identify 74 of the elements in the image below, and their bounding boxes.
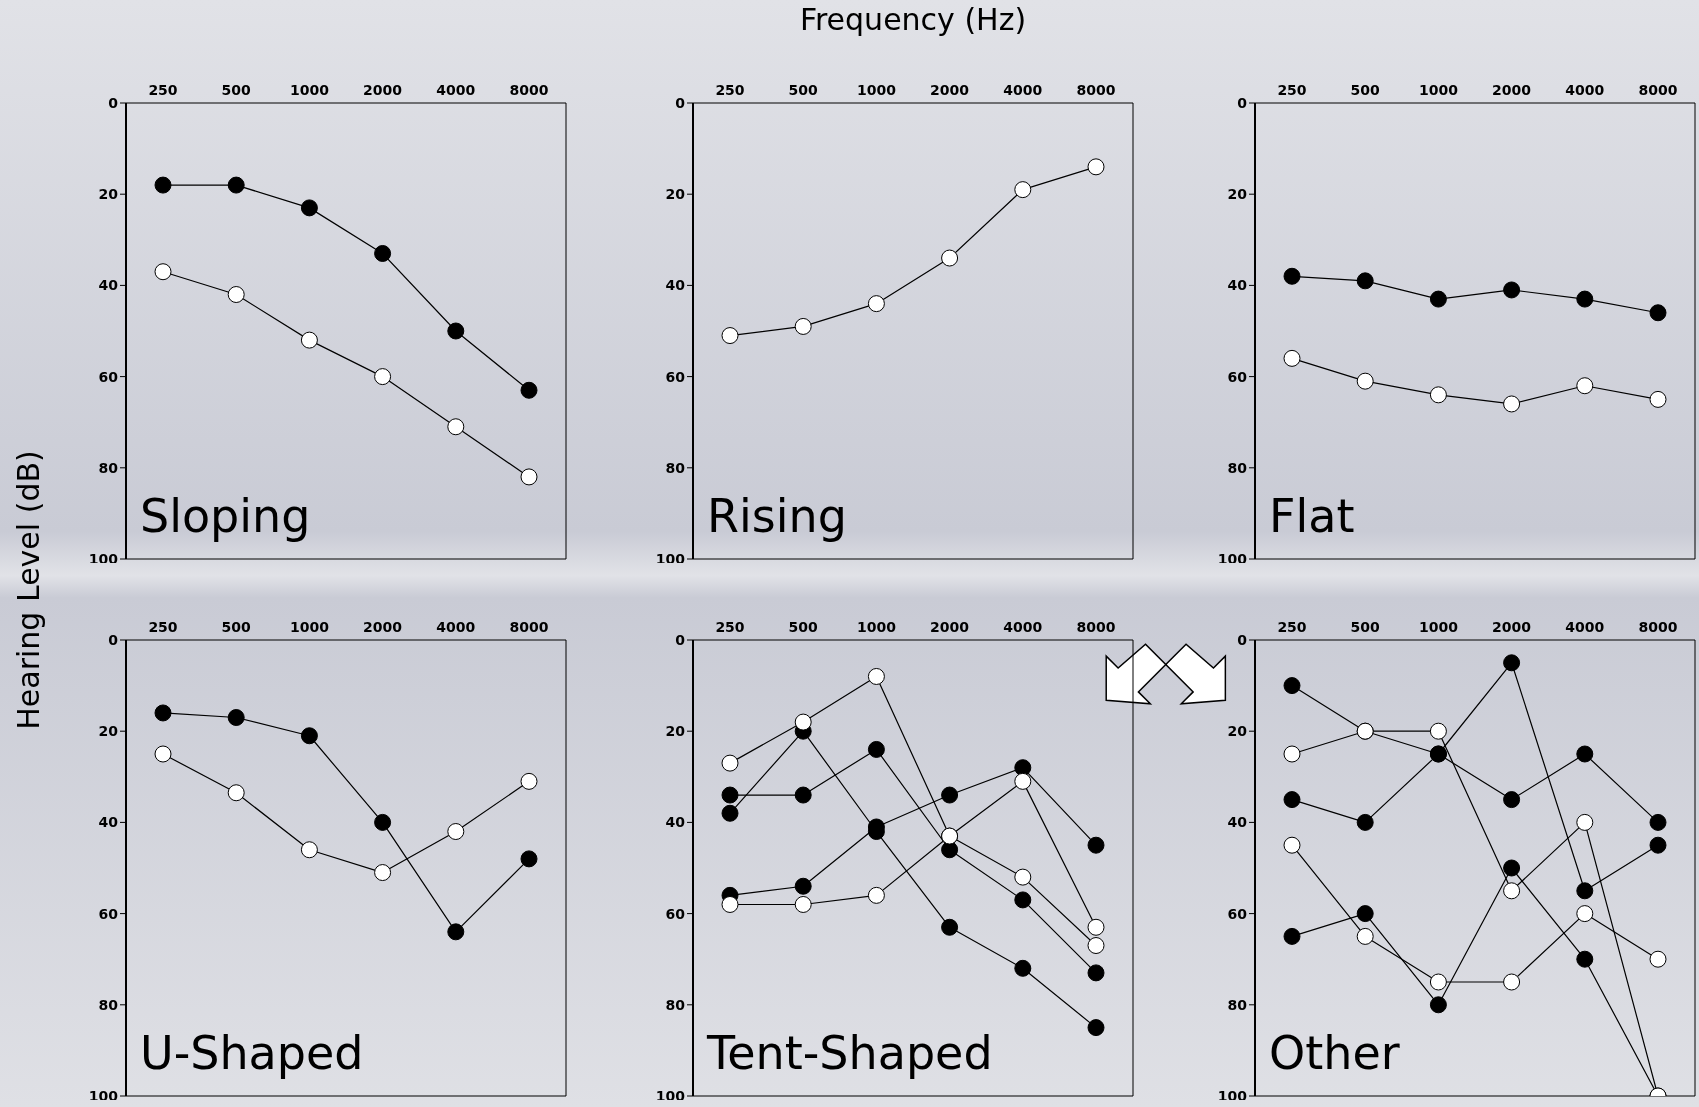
x-tick-label: 8000 [509,82,549,98]
x-tick-label: 500 [221,82,252,98]
x-tick-label: 4000 [1003,82,1043,98]
y-tick-label: 40 [665,814,686,831]
x-tick-label: 500 [221,619,252,635]
x-tick-label: 500 [1350,82,1381,98]
x-tick-label: 250 [1277,619,1307,635]
x-tick-label: 1000 [289,619,330,635]
x-tick-label: 250 [148,619,178,635]
y-tick-label: 40 [665,277,686,294]
x-tick-label: 4000 [1565,82,1605,98]
y-tick-label: 80 [98,459,119,476]
y-tick-label: 0 [108,631,119,648]
x-tick-label: 4000 [1565,619,1605,635]
x-tick-label: 2000 [363,619,403,635]
y-tick-label: 60 [98,905,119,922]
x-tick-label: 250 [1277,82,1307,98]
x-tick-label: 1000 [856,619,897,635]
x-tick-label: 2000 [930,619,970,635]
annotation: U-Shaped [140,1026,364,1080]
x-tick-label: 250 [715,82,745,98]
y-tick-label: 60 [98,368,119,385]
y-tick-label: 80 [665,459,686,476]
x-tick-label: 500 [788,82,819,98]
x-tick-label: 8000 [1638,82,1678,98]
x-tick-label: 1000 [856,82,897,98]
y-tick-label: 0 [1237,631,1248,648]
y-tick-label: 80 [1227,459,1248,476]
y-tick-label: 20 [665,723,686,740]
annotation: Sloping [140,489,311,543]
y-tick-label: 40 [98,814,119,831]
x-tick-label: 4000 [436,619,476,635]
y-tick-label: 20 [1227,723,1248,740]
y-tick-label: 60 [665,905,686,922]
x-tick-label: 4000 [436,82,476,98]
y-tick-label: 20 [98,723,119,740]
x-tick-label: 8000 [1076,82,1116,98]
y-tick-label: 0 [675,94,686,111]
x-tick-label: 500 [1350,619,1381,635]
y-tick-label: 20 [665,186,686,203]
y-tick-label: 80 [665,996,686,1013]
x-tick-label: 500 [788,619,819,635]
x-axis-title: Frequency (Hz) [798,2,1028,37]
y-tick-label: 60 [1227,905,1248,922]
x-tick-label: 250 [715,619,745,635]
annotation: Other [1269,1026,1400,1080]
x-tick-label: 2000 [930,82,970,98]
y-tick-label: 60 [1227,368,1248,385]
x-tick-label: 2000 [1492,82,1532,98]
y-tick-label: 0 [675,631,686,648]
y-tick-label: 0 [108,94,119,111]
x-tick-label: 1000 [1418,82,1459,98]
x-tick-label: 8000 [509,619,549,635]
y-tick-label: 20 [1227,186,1248,203]
x-tick-label: 2000 [1492,619,1532,635]
annotation: Flat [1269,489,1355,543]
annotation: Rising [707,489,847,543]
x-tick-label: 250 [148,82,178,98]
y-tick-label: 40 [1227,814,1248,831]
x-tick-label: 1000 [1418,619,1459,635]
x-tick-label: 2000 [363,82,403,98]
y-tick-label: 80 [1227,996,1248,1013]
y-tick-label: 40 [98,277,119,294]
y-tick-label: 80 [98,996,119,1013]
x-tick-label: 8000 [1638,619,1678,635]
y-tick-label: 40 [1227,277,1248,294]
x-tick-label: 4000 [1003,619,1043,635]
x-tick-label: 8000 [1076,619,1116,635]
y-tick-label: 60 [665,368,686,385]
annotation: Tent-Shaped [707,1026,993,1080]
y-tick-label: 20 [98,186,119,203]
y-tick-label: 0 [1237,94,1248,111]
x-tick-label: 1000 [289,82,330,98]
y-axis-title: Hearing Level (dB) [10,450,46,730]
